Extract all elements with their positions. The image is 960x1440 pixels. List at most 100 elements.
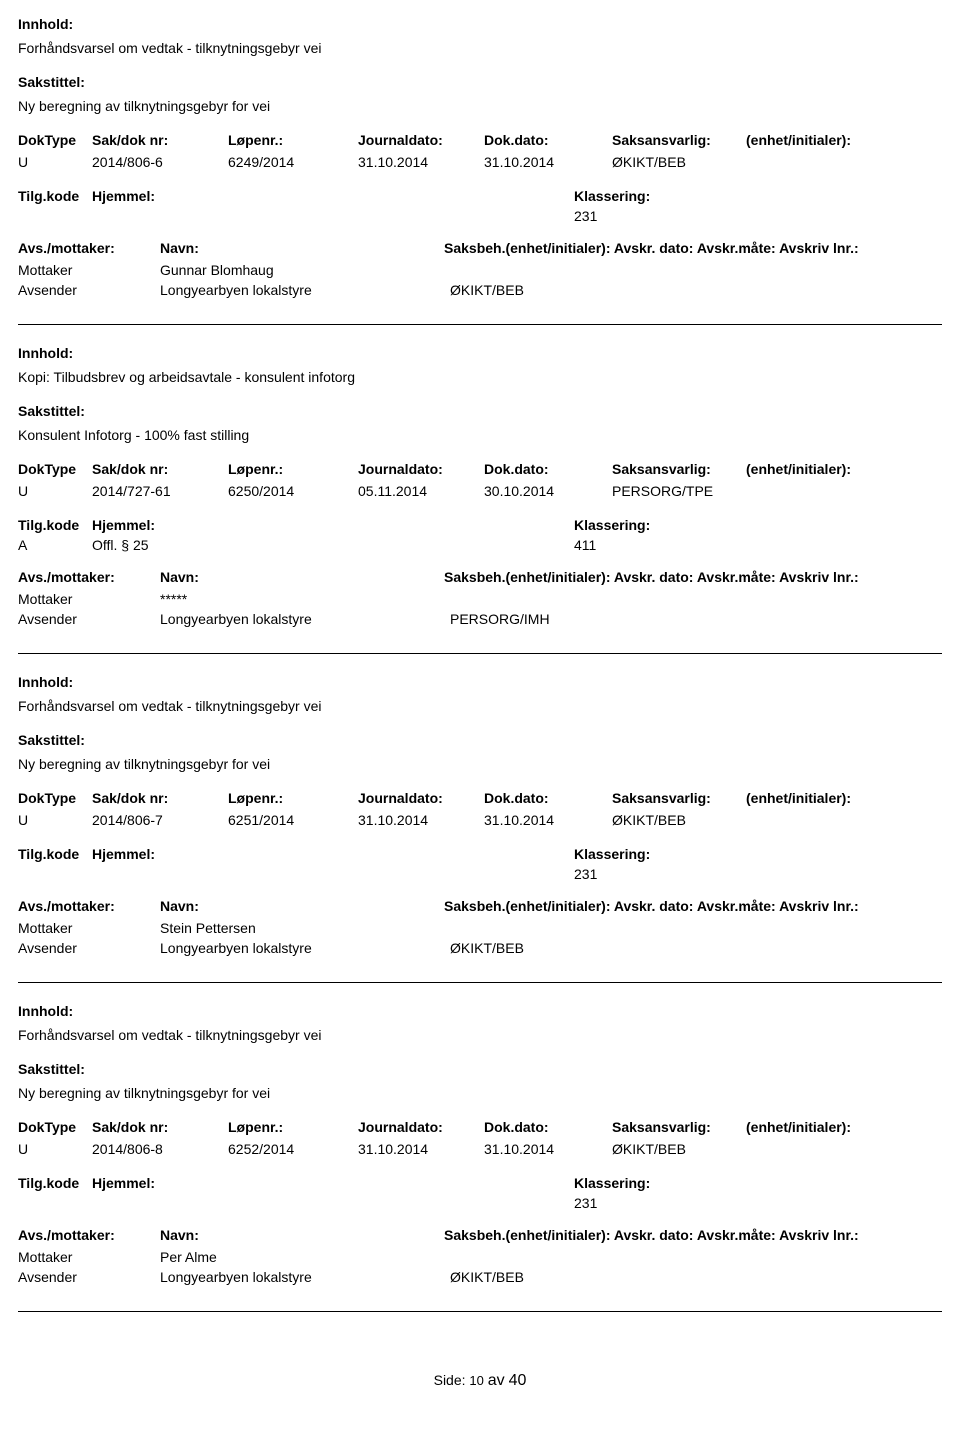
saksbeh-label: Saksbeh.(enhet/initialer): Avskr. dato: …	[444, 240, 942, 256]
footer-page-current: 10	[469, 1373, 483, 1388]
val-doktype: U	[18, 483, 92, 499]
mottaker-navn: *****	[160, 591, 444, 607]
hjemmel-label: Hjemmel:	[92, 846, 155, 862]
mottaker-row: MottakerGunnar Blomhaug	[18, 262, 942, 278]
navn-label: Navn:	[160, 240, 444, 256]
val-dokdato: 31.10.2014	[484, 154, 612, 170]
val-lopenr: 6250/2014	[228, 483, 358, 499]
sakstittel-label: Sakstittel:	[18, 403, 942, 419]
avsender-label: Avsender	[18, 1269, 160, 1285]
innhold-label: Innhold:	[18, 345, 942, 361]
avsender-label: Avsender	[18, 940, 160, 956]
hdr-saknr: Sak/dok nr:	[92, 132, 228, 148]
val-saksansvarlig: ØKIKT/BEB	[612, 812, 746, 828]
footer-page-total: 40	[509, 1372, 527, 1389]
hdr-doktype: DokType	[18, 132, 92, 148]
footer-av: av	[488, 1372, 505, 1389]
hdr-dokdato: Dok.dato:	[484, 1119, 612, 1135]
mottaker-row: MottakerStein Pettersen	[18, 920, 942, 936]
journal-record: Innhold:Forhåndsvarsel om vedtak - tilkn…	[18, 1003, 942, 1285]
tilgkode-label: Tilg.kode	[18, 1175, 92, 1191]
tilgkode-value: A	[18, 537, 92, 553]
sakstittel-text: Ny beregning av tilknytningsgebyr for ve…	[18, 756, 942, 772]
mottaker-row: Mottaker*****	[18, 591, 942, 607]
mottaker-row: MottakerPer Alme	[18, 1249, 942, 1265]
hjemmel-value: Offl. § 25	[92, 537, 149, 553]
hdr-enhet: (enhet/initialer):	[746, 132, 942, 148]
sakstittel-label: Sakstittel:	[18, 74, 942, 90]
hdr-enhet: (enhet/initialer):	[746, 790, 942, 806]
hdr-saknr: Sak/dok nr:	[92, 461, 228, 477]
navn-label: Navn:	[160, 1227, 444, 1243]
page-footer: Side: 10 av 40	[18, 1372, 942, 1390]
hdr-enhet: (enhet/initialer):	[746, 1119, 942, 1135]
avsender-code: ØKIKT/BEB	[450, 282, 580, 298]
hdr-enhet: (enhet/initialer):	[746, 461, 942, 477]
tilgkode-value	[18, 1195, 92, 1211]
avsender-row: AvsenderLongyearbyen lokalstyreØKIKT/BEB	[18, 1269, 942, 1285]
klassering-value: 231	[574, 1195, 597, 1211]
innhold-text: Kopi: Tilbudsbrev og arbeidsavtale - kon…	[18, 369, 942, 385]
journal-record: Innhold: Forhåndsvarsel om vedtak - tilkn…	[18, 674, 942, 956]
val-saksansvarlig: PERSORG/TPE	[612, 483, 746, 499]
tilgkode-value	[18, 866, 92, 882]
hjemmel-label: Hjemmel:	[92, 1175, 155, 1191]
avsender-row: AvsenderLongyearbyen lokalstyrePERSORG/I…	[18, 611, 942, 627]
mottaker-header: Avs./mottaker:Navn:Saksbeh.(enhet/initia…	[18, 1227, 942, 1243]
tilgkode-label: Tilg.kode	[18, 846, 92, 862]
val-dokdato: 31.10.2014	[484, 812, 612, 828]
val-enhet	[746, 483, 942, 499]
innhold-text: Forhåndsvarsel om vedtak - tilknytningsg…	[18, 698, 942, 714]
klass-label-row: Tilg.kodeHjemmel:Klassering:	[18, 517, 942, 533]
value-row: U2014/806-66249/201431.10.201431.10.2014…	[18, 154, 942, 170]
klassering-label: Klassering:	[574, 188, 650, 204]
hdr-lopenr: Løpenr.:	[228, 1119, 358, 1135]
tilgkode-label: Tilg.kode	[18, 517, 92, 533]
navn-label: Navn:	[160, 569, 444, 585]
klass-label-row: Tilg.kodeHjemmel:Klassering:	[18, 846, 942, 862]
val-lopenr: 6249/2014	[228, 154, 358, 170]
saksbeh-label: Saksbeh.(enhet/initialer): Avskr. dato: …	[444, 898, 942, 914]
hdr-journaldato: Journaldato:	[358, 132, 484, 148]
klass-label-row: Tilg.kodeHjemmel:Klassering:	[18, 188, 942, 204]
mottaker-label: Mottaker	[18, 920, 160, 936]
sakstittel-text: Ny beregning av tilknytningsgebyr for ve…	[18, 98, 942, 114]
record-separator	[18, 1311, 942, 1312]
mottaker-navn: Gunnar Blomhaug	[160, 262, 444, 278]
avsmottaker-label: Avs./mottaker:	[18, 569, 160, 585]
innhold-label: Innhold:	[18, 674, 942, 690]
value-row: U2014/727-616250/201405.11.201430.10.201…	[18, 483, 942, 499]
mottaker-header: Avs./mottaker:Navn:Saksbeh.(enhet/initia…	[18, 569, 942, 585]
navn-label: Navn:	[160, 898, 444, 914]
header-row: DokTypeSak/dok nr:Løpenr.:Journaldato:Do…	[18, 1119, 942, 1135]
hjemmel-label: Hjemmel:	[92, 517, 155, 533]
footer-side-label: Side:	[434, 1372, 466, 1388]
klassering-label: Klassering:	[574, 1175, 650, 1191]
tilgkode-value	[18, 208, 92, 224]
hdr-doktype: DokType	[18, 461, 92, 477]
journal-record: Innhold: Kopi: Tilbudsbrev og arbeidsavta…	[18, 345, 942, 627]
avsender-navn: Longyearbyen lokalstyre	[160, 940, 450, 956]
val-dokdato: 31.10.2014	[484, 1141, 612, 1157]
sakstittel-text: Konsulent Infotorg - 100% fast stilling	[18, 427, 942, 443]
sakstittel-label: Sakstittel:	[18, 1061, 942, 1077]
avsender-navn: Longyearbyen lokalstyre	[160, 611, 450, 627]
innhold-text: Forhåndsvarsel om vedtak - tilknytningsg…	[18, 40, 942, 56]
value-row: U2014/806-76251/201431.10.201431.10.2014…	[18, 812, 942, 828]
header-row: DokTypeSak/dok nr:Løpenr.:Journaldato:Do…	[18, 132, 942, 148]
avsmottaker-label: Avs./mottaker:	[18, 1227, 160, 1243]
hdr-lopenr: Løpenr.:	[228, 461, 358, 477]
val-journaldato: 31.10.2014	[358, 154, 484, 170]
avsender-row: AvsenderLongyearbyen lokalstyreØKIKT/BEB	[18, 282, 942, 298]
hdr-dokdato: Dok.dato:	[484, 461, 612, 477]
avsender-code: PERSORG/IMH	[450, 611, 580, 627]
mottaker-header: Avs./mottaker:Navn:Saksbeh.(enhet/initia…	[18, 898, 942, 914]
header-row: DokTypeSak/dok nr:Løpenr.:Journaldato:Do…	[18, 461, 942, 477]
val-enhet	[746, 1141, 942, 1157]
innhold-text: Forhåndsvarsel om vedtak - tilknytningsg…	[18, 1027, 942, 1043]
avsmottaker-label: Avs./mottaker:	[18, 240, 160, 256]
val-saknr: 2014/806-7	[92, 812, 228, 828]
record-separator	[18, 982, 942, 983]
value-row: U2014/806-86252/201431.10.201431.10.2014…	[18, 1141, 942, 1157]
hdr-dokdato: Dok.dato:	[484, 790, 612, 806]
